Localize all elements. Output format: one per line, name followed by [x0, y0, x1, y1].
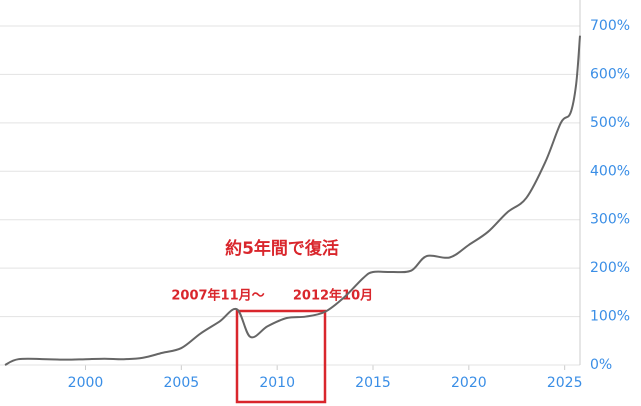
y-tick-label: 700% — [590, 18, 630, 34]
x-tick-label: 2010 — [259, 375, 295, 391]
y-tick-label: 400% — [590, 163, 630, 179]
annotation: 約5年間で復活 — [225, 238, 339, 259]
x-tick-label: 2000 — [68, 375, 104, 391]
highlight-box — [235, 309, 327, 404]
y-tick-label: 600% — [590, 66, 630, 82]
y-tick-label: 300% — [590, 212, 630, 228]
y-tick-label: 500% — [590, 115, 630, 131]
x-tick-label: 2025 — [547, 375, 583, 391]
y-tick-label: 100% — [590, 309, 630, 325]
series-line — [4, 35, 581, 366]
annotation: 2012年10月 — [293, 288, 373, 304]
y-tick-label: 200% — [590, 260, 630, 276]
x-tick-label: 2015 — [355, 375, 391, 391]
x-tick-label: 2020 — [451, 375, 487, 391]
x-tick-label: 2005 — [164, 375, 200, 391]
y-tick-label: 0% — [590, 357, 612, 373]
annotation: 2007年11月〜 — [171, 288, 264, 304]
